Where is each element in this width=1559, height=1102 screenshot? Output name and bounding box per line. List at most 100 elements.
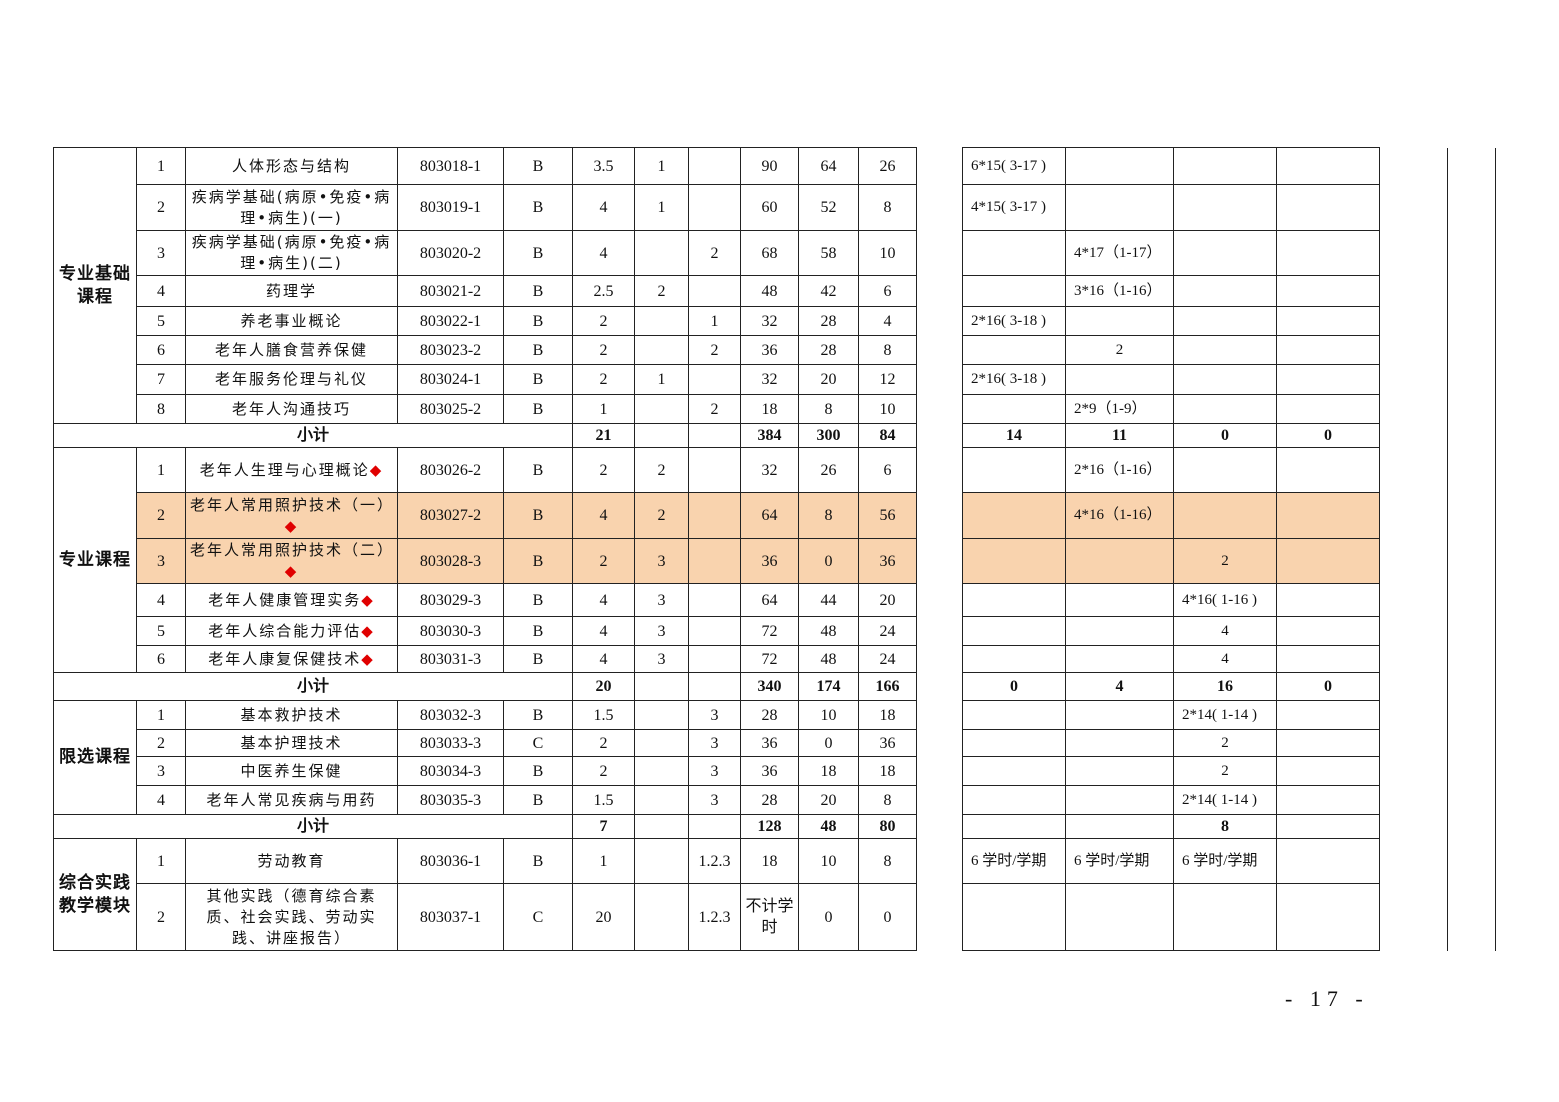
course-code: 803027-2 [397,492,504,539]
red-diamond-icon: ◆ [361,590,375,609]
row-number: 2 [136,492,186,539]
semester-1-hours [962,230,1066,276]
table-row: 3 疾病学基础(病原•免疫•病理•病生)(二) 803020-2 B 4 2 68 58 10 4… [54,230,1496,276]
semester-1-hours [962,729,1066,757]
subtotal-exam [634,423,689,448]
course-name: 老年人生理与心理概论◆ [185,447,398,493]
category-cell: 专业课程 [53,447,137,673]
total-hours: 32 [740,447,799,493]
practice-hours: 24 [858,645,917,673]
subtotal-row: 小计 7 128 48 80 8 [53,814,1496,839]
check-semester [688,645,741,673]
semester-3-hours [1173,883,1277,951]
credits: 1.5 [572,700,635,730]
theory-hours: 0 [798,883,859,951]
subtotal-semester-3: 8 [1173,814,1277,839]
semester-4-hours [1276,756,1380,786]
course-name: 劳动教育 [185,838,398,884]
subtotal-semester-4: 0 [1276,423,1380,448]
total-hours: 90 [740,147,799,185]
red-diamond-icon: ◆ [361,621,375,640]
course-code: 803031-3 [397,645,504,673]
semester-1-hours [962,756,1066,786]
credits: 4 [572,645,635,673]
total-hours: 18 [740,394,799,424]
semester-2-hours [1065,538,1174,584]
semester-2-hours [1065,883,1174,951]
exam-semester [634,306,689,336]
check-semester: 1.2.3 [688,838,741,884]
credits: 2.5 [572,275,635,307]
course-code: 803030-3 [397,616,504,646]
practice-hours: 36 [858,538,917,584]
course-code: 803025-2 [397,394,504,424]
exam-semester [634,335,689,365]
subtotal-semester-2: 11 [1065,423,1174,448]
course-type: B [503,364,573,395]
check-semester: 1.2.3 [688,883,741,951]
semester-4-hours [1276,538,1380,584]
subtotal-label: 小计 [53,672,573,701]
row-number: 3 [136,230,186,276]
row-number: 6 [136,645,186,673]
course-code: 803037-1 [397,883,504,951]
semester-3-hours [1173,364,1277,395]
credits: 20 [572,883,635,951]
row-number: 1 [136,838,186,884]
semester-4-hours [1276,616,1380,646]
practice-hours: 6 [858,275,917,307]
total-hours: 28 [740,785,799,815]
semester-3-hours [1173,492,1277,539]
course-code: 803024-1 [397,364,504,395]
semester-2-hours: 2*9（1-9） [1065,394,1174,424]
subtotal-semester-1: 0 [962,672,1066,701]
credits: 4 [572,616,635,646]
subtotal-credits: 21 [572,423,635,448]
credits: 4 [572,583,635,617]
semester-2-hours [1065,729,1174,757]
course-code: 803034-3 [397,756,504,786]
semester-4-hours [1276,275,1380,307]
semester-1-hours [962,785,1066,815]
subtotal-semester-3: 0 [1173,423,1277,448]
semester-4-hours [1276,184,1380,231]
semester-3-hours [1173,275,1277,307]
course-name: 老年人康复保健技术◆ [185,645,398,673]
semester-4-hours [1276,492,1380,539]
red-diamond-icon: ◆ [284,562,299,580]
theory-hours: 20 [798,364,859,395]
course-type: B [503,645,573,673]
semester-4-hours [1276,729,1380,757]
subtotal-total-hours: 384 [740,423,799,448]
row-number: 5 [136,616,186,646]
table-row: 专业基础课程 1 人体形态与结构 803018-1 B 3.5 1 90 64 26 6*15( 3… [53,147,1496,951]
credits: 1 [572,838,635,884]
course-type: B [503,306,573,336]
total-hours: 36 [740,756,799,786]
course-type: B [503,583,573,617]
course-schedule-table: 专业基础课程 1 人体形态与结构 803018-1 B 3.5 1 90 64 26 6*15( 3… [53,147,1496,951]
practice-hours: 26 [858,147,917,185]
table-row: 6 老年人康复保健技术◆ 803031-3 B 4 3 72 48 24 4 [54,645,1496,673]
course-code: 803036-1 [397,838,504,884]
practice-hours: 18 [858,756,917,786]
theory-hours: 10 [798,838,859,884]
exam-semester [634,230,689,276]
semester-4-hours [1276,447,1380,493]
semester-2-hours: 2*16（1-16） [1065,447,1174,493]
subtotal-theory-hours: 48 [798,814,859,839]
course-code: 803021-2 [397,275,504,307]
semester-3-hours: 4*16( 1-16 ) [1173,583,1277,617]
course-code: 803019-1 [397,184,504,231]
semester-3-hours [1173,147,1277,185]
total-hours: 32 [740,364,799,395]
course-name: 养老事业概论 [185,306,398,336]
table-row: 综合实践教学模块 1 劳动教育 803036-1 B 1 1.2.3 18 10 8 6 学时/学期… [53,838,1496,951]
semester-1-hours [962,335,1066,365]
semester-4-hours [1276,838,1380,884]
exam-semester [634,838,689,884]
theory-hours: 48 [798,616,859,646]
table-row: 3 中医养生保健 803034-3 B 2 3 36 18 18 2 [54,756,1496,786]
course-code: 803033-3 [397,729,504,757]
subtotal-credits: 7 [572,814,635,839]
